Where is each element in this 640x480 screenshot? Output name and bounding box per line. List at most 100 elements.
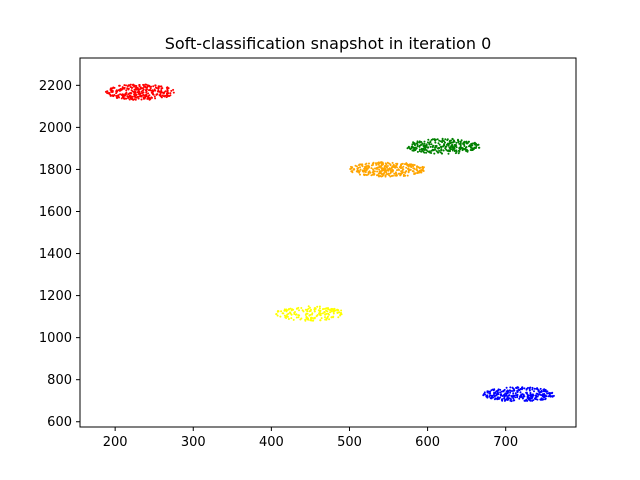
data-point [539, 398, 542, 401]
data-point [416, 143, 419, 146]
data-point [372, 163, 374, 166]
data-point [404, 171, 407, 174]
data-point [417, 171, 420, 174]
data-point [330, 316, 333, 319]
data-point [492, 389, 495, 392]
data-point [106, 92, 109, 95]
data-point [547, 395, 550, 398]
data-point [491, 395, 493, 398]
data-point [409, 148, 412, 151]
data-point [426, 150, 429, 153]
data-point [402, 173, 405, 176]
data-point [162, 95, 165, 98]
data-point [123, 84, 126, 87]
data-point [307, 305, 310, 308]
data-point [424, 145, 427, 147]
data-point [459, 142, 462, 145]
data-point [455, 144, 458, 147]
data-point [400, 170, 403, 173]
data-point [146, 97, 149, 100]
data-point [149, 88, 151, 91]
data-point [126, 85, 129, 88]
data-point [416, 150, 419, 153]
data-point [439, 140, 442, 143]
data-point [514, 392, 517, 395]
data-point [395, 173, 398, 176]
data-point [131, 97, 134, 100]
y-tick-label: 1600 [39, 205, 72, 220]
y-tick-label: 1200 [39, 289, 72, 304]
data-point [381, 168, 384, 171]
data-point [503, 393, 506, 396]
data-point [330, 310, 333, 313]
data-point [405, 166, 408, 169]
data-point [119, 93, 122, 96]
y-tick-label: 1400 [39, 247, 72, 262]
data-point [423, 142, 426, 145]
data-point [434, 146, 437, 149]
data-point [493, 395, 496, 398]
data-point [359, 166, 361, 169]
data-point [317, 309, 320, 312]
data-point [378, 168, 381, 171]
data-point [531, 386, 534, 389]
data-point [411, 170, 414, 173]
data-point [407, 171, 410, 174]
data-point [113, 86, 116, 89]
data-point [119, 89, 122, 92]
data-point [393, 164, 395, 167]
data-point [292, 318, 295, 321]
data-point [450, 139, 452, 142]
data-point [358, 171, 361, 174]
data-point [523, 387, 526, 390]
data-point [306, 312, 309, 315]
data-point [385, 165, 388, 168]
data-point [142, 84, 145, 87]
data-point [309, 306, 311, 309]
data-point [384, 162, 387, 165]
data-point [338, 311, 341, 314]
data-point [355, 165, 358, 168]
data-point [399, 165, 402, 168]
data-point [477, 143, 480, 146]
data-point [444, 145, 447, 148]
data-point [137, 89, 140, 91]
data-point [503, 399, 506, 402]
data-point [503, 395, 506, 398]
data-point [109, 87, 112, 90]
data-point [144, 94, 147, 97]
data-point [430, 149, 433, 152]
data-point [282, 312, 285, 315]
data-point [489, 394, 492, 397]
x-tick-label: 600 [415, 435, 440, 450]
data-point [379, 165, 382, 168]
data-point [466, 150, 469, 153]
data-point [159, 95, 162, 98]
data-point [416, 165, 419, 168]
data-point [365, 169, 368, 172]
data-point [167, 95, 169, 98]
data-point [323, 307, 326, 310]
data-point [516, 390, 519, 393]
data-point [351, 166, 354, 169]
data-point [529, 386, 532, 389]
data-point [133, 88, 136, 91]
data-point [162, 92, 165, 95]
data-point [329, 311, 332, 314]
data-point [420, 141, 423, 143]
data-point [422, 170, 425, 172]
data-point [299, 318, 302, 321]
data-point [313, 310, 316, 313]
data-point [422, 150, 425, 153]
data-point [501, 399, 504, 402]
x-tick-label: 300 [181, 435, 206, 450]
data-point [287, 318, 290, 320]
data-point [405, 163, 408, 166]
data-point [331, 308, 334, 311]
data-point [520, 393, 523, 396]
data-point [396, 166, 398, 169]
data-point [368, 170, 371, 173]
data-point [467, 140, 470, 143]
data-point [286, 309, 288, 312]
data-point [309, 310, 312, 312]
